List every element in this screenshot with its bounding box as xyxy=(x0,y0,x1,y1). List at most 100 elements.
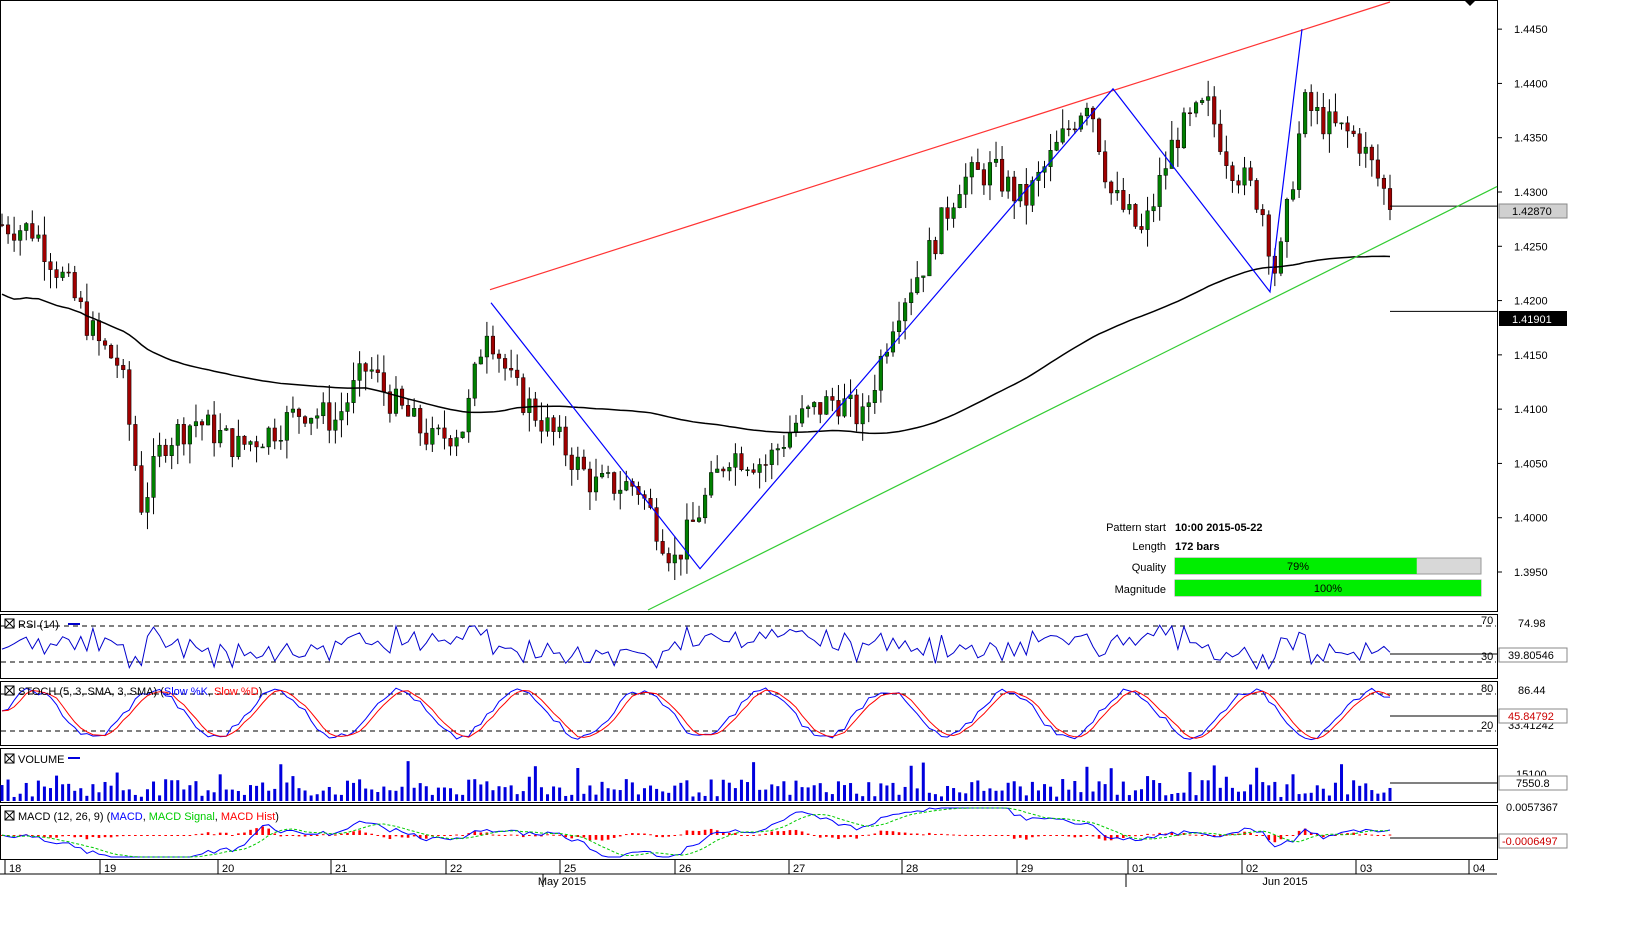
macd-hist-bar xyxy=(91,835,95,838)
volume-bar xyxy=(782,781,786,801)
macd-hist-bar xyxy=(825,835,828,837)
macd-panel xyxy=(0,805,1498,860)
x-day-label: 02 xyxy=(1246,863,1258,875)
volume-bar xyxy=(539,787,543,801)
candle-body xyxy=(6,224,11,235)
volume-bar xyxy=(212,792,216,801)
volume-bar xyxy=(352,782,356,801)
candle-body xyxy=(660,541,665,554)
candle-body xyxy=(406,405,411,417)
volume-bar xyxy=(36,780,40,801)
quality-value: 79% xyxy=(1287,561,1309,573)
x-day-label: 25 xyxy=(564,863,576,875)
candle-body xyxy=(212,414,217,444)
macd-hist-bar xyxy=(1352,832,1355,835)
candle-body xyxy=(563,426,568,456)
rsi-axis-top: 74.98 xyxy=(1518,618,1546,630)
volume-bar xyxy=(418,783,422,801)
x-day-label: 01 xyxy=(1132,863,1144,875)
rsi-panel xyxy=(0,614,1498,679)
macd-hist-bar xyxy=(849,835,852,837)
macd-hist-bar xyxy=(1037,835,1040,837)
candle-body xyxy=(193,421,199,427)
candle-body xyxy=(1303,92,1308,135)
macd-hist-bar xyxy=(267,828,270,835)
length-value: 172 bars xyxy=(1175,541,1220,553)
candle-body xyxy=(1242,167,1247,186)
macd-hist-bar xyxy=(346,832,349,835)
macd-hist-bar xyxy=(127,835,131,836)
volume-bar xyxy=(921,762,925,801)
macd-hist-bar xyxy=(940,833,943,835)
volume-bar xyxy=(358,779,362,801)
candle-body xyxy=(1381,177,1386,189)
candle-body xyxy=(624,481,629,491)
macd-hist-bar xyxy=(1085,835,1089,836)
macd-hist-bar xyxy=(194,834,198,836)
macd-hist-bar xyxy=(776,831,780,835)
volume-bar xyxy=(1182,792,1186,801)
volume-bar xyxy=(788,794,792,801)
magnitude-label: Magnitude xyxy=(1115,584,1166,596)
y-tick-label: 1.4100 xyxy=(1514,404,1548,416)
macd-hist-bar xyxy=(558,834,561,836)
volume-bar xyxy=(612,789,616,801)
candle-body xyxy=(363,363,368,372)
candle-body xyxy=(733,453,738,468)
volume-bar xyxy=(855,793,859,801)
volume-bar xyxy=(1212,765,1216,801)
volume-bar xyxy=(1164,795,1168,801)
volume-bar xyxy=(697,792,701,801)
candle-body xyxy=(1357,133,1362,154)
candle-body xyxy=(818,402,823,415)
volume-bar xyxy=(467,779,471,801)
macd-hist-bar xyxy=(764,833,768,835)
candle-body xyxy=(115,357,120,366)
macd-hist-bar xyxy=(728,832,731,835)
candle-body xyxy=(145,497,150,513)
volume-bar xyxy=(67,783,71,801)
macd-hist-bar xyxy=(115,835,119,837)
candle-body xyxy=(1018,184,1023,202)
candle-body xyxy=(1066,128,1071,130)
macd-hist-bar xyxy=(788,830,792,835)
macd-hist-bar xyxy=(237,833,240,835)
volume-bar xyxy=(970,782,974,801)
macd-hist-bar xyxy=(794,829,798,835)
volume-bar xyxy=(115,772,119,801)
volume-bar xyxy=(261,782,265,801)
candle-body xyxy=(927,240,932,277)
volume-bar xyxy=(903,786,907,801)
candle-body xyxy=(569,454,574,470)
volume-bar xyxy=(1321,788,1325,801)
candle-body xyxy=(151,456,156,498)
macd-hist-bar xyxy=(1303,828,1307,835)
candle-body xyxy=(866,402,871,407)
volume-bar xyxy=(1043,784,1047,801)
candle-body xyxy=(1351,130,1356,135)
macd-hist-bar xyxy=(1249,832,1252,835)
candle-body xyxy=(260,446,265,449)
volume-bar xyxy=(606,788,610,801)
macd-title: MACD (12, 26, 9) (MACD, MACD Signal, MACD … xyxy=(4,810,279,823)
volume-bar xyxy=(194,781,198,801)
volume-bar xyxy=(824,792,828,801)
volume-bar xyxy=(200,795,204,801)
rsi-current-label: 39.80546 xyxy=(1508,650,1554,662)
macd-hist-bar xyxy=(31,835,34,836)
candle-body xyxy=(169,445,174,456)
candle-body xyxy=(1387,188,1393,210)
candle-body xyxy=(1309,92,1314,111)
candle-body xyxy=(890,331,896,353)
candle-body xyxy=(272,427,277,442)
candle-body xyxy=(1097,118,1102,152)
quality-label: Quality xyxy=(1132,562,1167,574)
volume-bar xyxy=(867,782,871,801)
candle-body xyxy=(1218,123,1223,152)
volume-bar xyxy=(836,781,840,801)
volume-bar xyxy=(661,791,665,801)
macd-hist-bar xyxy=(782,831,786,835)
volume-bar xyxy=(964,793,968,801)
volume-bar xyxy=(382,786,386,801)
volume-bar xyxy=(85,795,89,801)
